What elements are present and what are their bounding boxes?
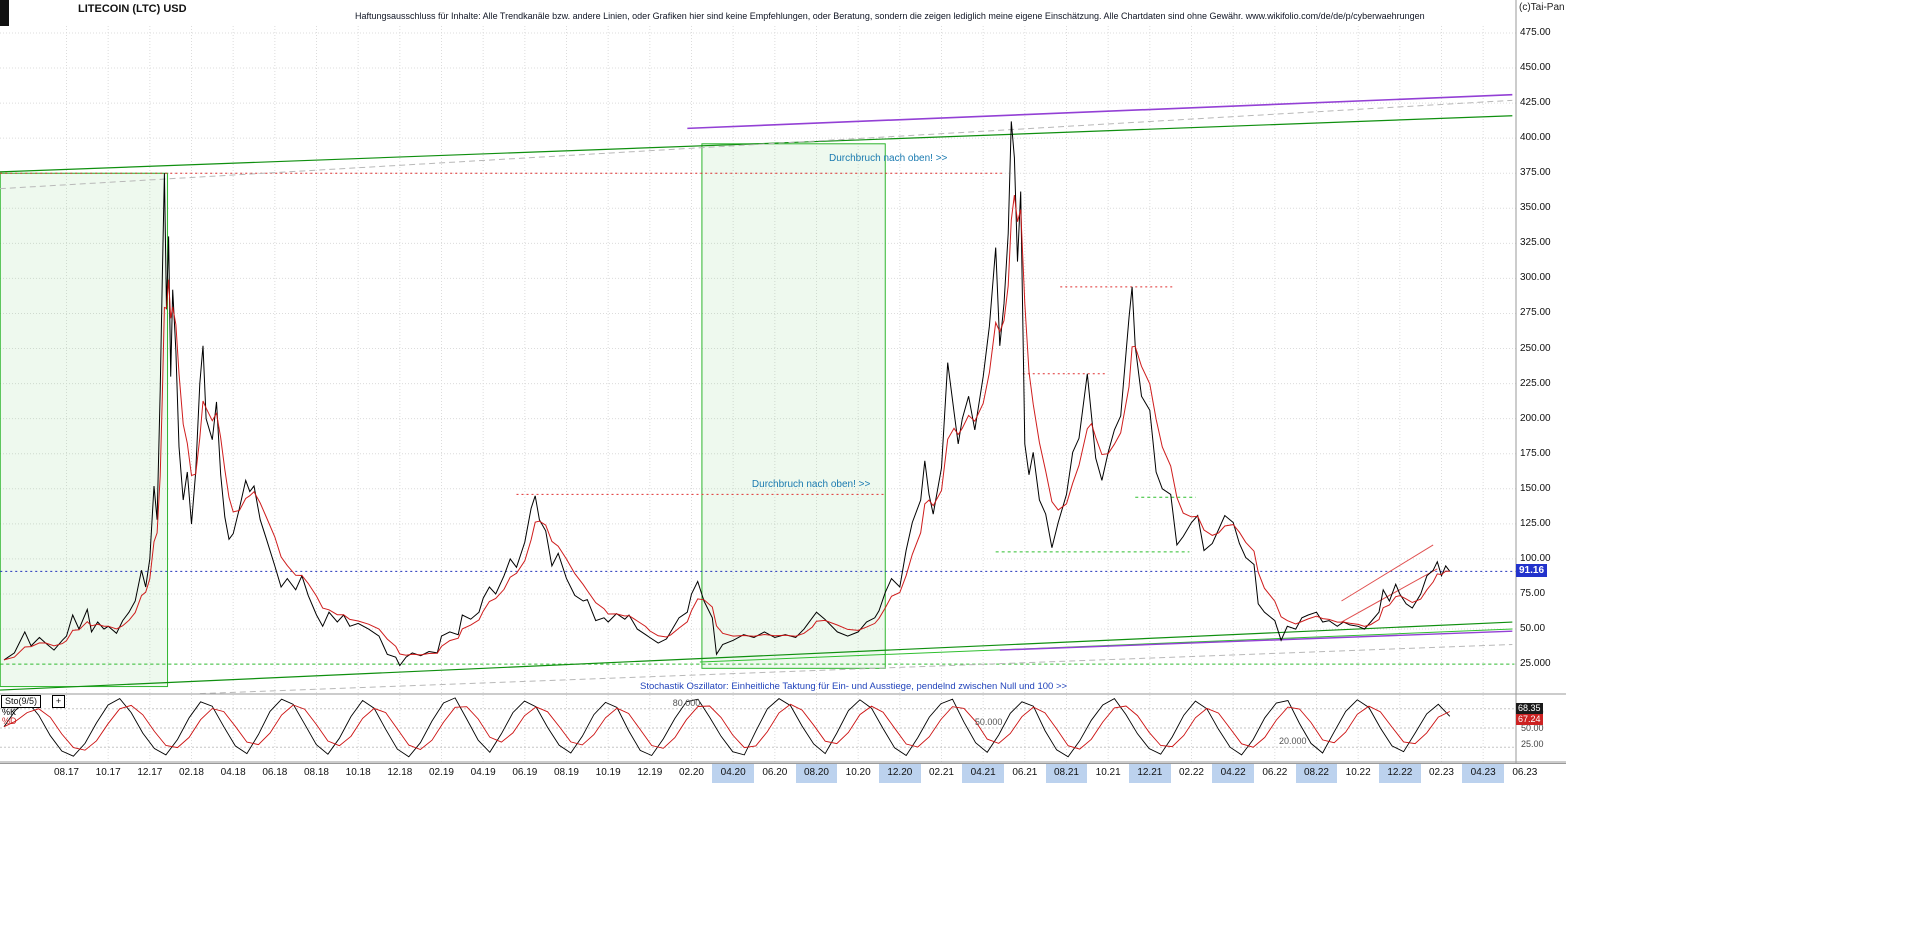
x-axis-label: 04.18 [220, 767, 246, 778]
y-axis-label: 425.00 [1520, 97, 1551, 109]
x-axis-label: 10.21 [1095, 767, 1121, 778]
y-axis-label: 175.00 [1520, 447, 1551, 459]
price-chart-area[interactable] [0, 0, 1570, 785]
x-axis-label: 02.22 [1178, 767, 1204, 778]
window-corner-marker [0, 0, 9, 26]
y-axis-label: 225.00 [1520, 377, 1551, 389]
page-title: LITECOIN (LTC) USD [78, 3, 187, 15]
date-axis-highlight [795, 764, 838, 783]
y-axis-label: 325.00 [1520, 237, 1551, 249]
x-axis-label: 10.20 [845, 767, 871, 778]
x-axis-label: 02.20 [678, 767, 704, 778]
x-axis-label: 12.17 [137, 767, 163, 778]
breakout-annotation-lower[interactable]: Durchbruch nach oben! >> [751, 478, 871, 490]
y-axis-label: 50.00 [1520, 623, 1546, 635]
x-axis-label: 06.22 [1262, 767, 1288, 778]
date-axis-highlight [1462, 764, 1505, 783]
x-axis-label: 12.22 [1387, 767, 1413, 778]
x-axis-label: 10.17 [95, 767, 121, 778]
x-axis-label: 04.19 [470, 767, 496, 778]
date-axis-highlight [1379, 764, 1421, 783]
x-axis-label: 08.22 [1303, 767, 1329, 778]
y-axis-label: 200.00 [1520, 412, 1551, 424]
date-axis-highlight [1295, 764, 1338, 783]
disclaimer-text: Haftungsausschluss für Inhalte: Alle Tre… [355, 11, 1425, 21]
sto-d-label: %D [2, 716, 17, 726]
y-axis-label: 375.00 [1520, 167, 1551, 179]
x-axis-label: 06.20 [762, 767, 788, 778]
sto-k-value-badge: 68.35 [1516, 703, 1543, 715]
x-axis-label: 10.18 [345, 767, 371, 778]
stochastic-note-annotation[interactable]: Stochastik Oszillator: Einheitliche Takt… [640, 681, 1068, 692]
y-axis-label: 25.000 [1520, 658, 1551, 670]
last-price-badge: 91.16 [1516, 564, 1548, 578]
x-axis-label: 12.21 [1137, 767, 1163, 778]
y-axis-label: 100.00 [1520, 552, 1551, 564]
x-axis-label: 02.23 [1428, 767, 1454, 778]
date-axis-highlight [879, 764, 921, 783]
sto-axis-label: 25.00 [1521, 739, 1544, 749]
date-axis-highlight [1045, 764, 1088, 783]
x-axis-label: 06.21 [1012, 767, 1038, 778]
y-axis-label: 75.00 [1520, 587, 1546, 599]
sto-gridline-label: 20.000 [1278, 736, 1307, 747]
sto-d-value-badge: 67.24 [1516, 713, 1543, 725]
copyright-label: (c)Tai-Pan [1519, 2, 1565, 13]
x-axis-label: 02.18 [178, 767, 204, 778]
y-axis-label: 125.00 [1520, 517, 1551, 529]
x-axis-label: 12.18 [387, 767, 413, 778]
x-axis-label: 08.19 [553, 767, 579, 778]
y-axis-label: 350.00 [1520, 202, 1551, 214]
x-axis-label: 10.19 [595, 767, 621, 778]
x-axis-label: 08.21 [1053, 767, 1079, 778]
date-axis-highlight [962, 764, 1005, 783]
x-axis-label: 08.17 [53, 767, 79, 778]
y-axis-label: 300.00 [1520, 272, 1551, 284]
x-axis-label: 06.18 [262, 767, 288, 778]
y-axis-label: 150.00 [1520, 482, 1551, 494]
sto-axis-label: 50.00 [1521, 723, 1544, 733]
sto-gridline-label: 80.000 [672, 697, 701, 708]
x-axis-label: 06.23 [1512, 767, 1538, 778]
y-axis-label: 475.00 [1520, 27, 1551, 38]
indicator-label[interactable]: Sto(9/5) [1, 695, 42, 708]
x-axis-label: 04.22 [1220, 767, 1246, 778]
x-axis-label: 08.20 [803, 767, 829, 778]
y-axis-label: 400.00 [1520, 132, 1551, 144]
x-axis-label: 12.20 [887, 767, 913, 778]
x-axis-label: 08.18 [303, 767, 329, 778]
sto-k-label: %K [2, 707, 17, 717]
x-axis-label: 04.21 [970, 767, 996, 778]
x-axis-label: 02.19 [428, 767, 454, 778]
x-axis-label: 04.23 [1470, 767, 1496, 778]
date-axis-highlight [712, 764, 755, 783]
x-axis-label: 04.20 [720, 767, 746, 778]
date-axis-highlight [1129, 764, 1171, 783]
x-axis-label: 02.21 [928, 767, 954, 778]
indicator-expand-icon[interactable]: + [52, 695, 65, 708]
x-axis-label: 12.19 [637, 767, 663, 778]
sto-gridline-label: 50.000 [974, 717, 1003, 727]
x-axis-label: 06.19 [512, 767, 538, 778]
y-axis-label: 275.00 [1520, 307, 1551, 319]
breakout-annotation-upper[interactable]: Durchbruch nach oben! >> [828, 153, 948, 165]
date-axis-highlight [1212, 764, 1255, 783]
x-axis-label: 10.22 [1345, 767, 1371, 778]
y-axis-label: 250.00 [1520, 342, 1551, 354]
y-axis-label: 450.00 [1520, 62, 1551, 74]
date-axis[interactable]: 08.17 10.17 12.17 02.18 04.18 06.18 08.18 10.18… [0, 763, 1566, 783]
